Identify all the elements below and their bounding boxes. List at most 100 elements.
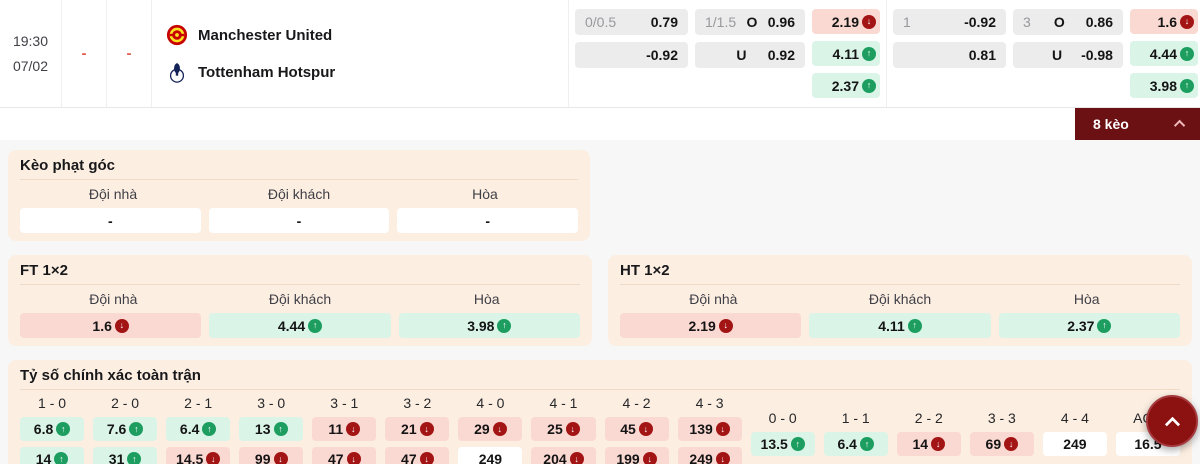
trend-down-icon [638,422,653,436]
score-label: 2 - 0 [111,395,140,411]
score-label: 4 - 4 [1060,410,1089,426]
header-home: Đội nhà [689,291,738,307]
teams-column[interactable]: Manchester United Tottenham Hotspur [152,0,569,107]
score-odds-cell[interactable]: 249 [1042,432,1107,456]
odds-value: 47 [327,451,344,464]
tottenham-crest-icon [169,62,185,83]
odds-cells-row: - - - [20,208,579,233]
handicap-odds-cell[interactable]: 0/0.5 0.79 [575,9,688,35]
odds-value: 6.4 [179,421,200,437]
handicap-odds-cell[interactable]: 1 -0.92 [893,9,1006,35]
ht-1x2-section: HT 1×2 Đội nhà Đội khách Hòa 2.19 4.11 [608,255,1192,346]
score-odds-cell[interactable]: 249 [458,447,523,464]
score-odds-cell[interactable]: 204 [531,447,596,464]
over-odds: 0.86 [1085,14,1113,30]
corner-draw-odds-cell: - [397,208,579,233]
score-odds-cell[interactable]: 21 [385,417,450,441]
trend-down-icon [114,318,129,333]
header-draw: Hòa [472,186,498,202]
1x2-away-odds-cell[interactable]: 4.11 [812,41,880,66]
score-odds-cell[interactable]: 249 [677,447,742,464]
over-odds-cell[interactable]: 1/1.5 O 0.96 [695,9,805,35]
odds-value: 29 [474,421,490,437]
score-label: 0 - 0 [768,410,797,426]
ht-away-odds-cell[interactable]: 4.11 [809,313,991,338]
score-odds-cell[interactable]: 139 [677,417,742,441]
ft-home-odds-cell[interactable]: 1.6 [20,313,202,338]
score-odds-cell[interactable]: 99 [239,447,304,464]
score-column-4-2: 4 - 2 45 199 [604,396,669,464]
trend-down-icon [206,452,221,464]
trend-down-icon [1180,14,1194,29]
odds-value: 249 [689,451,713,464]
under-odds-cell[interactable]: U 0.92 [695,42,805,68]
home-team-row[interactable]: Manchester United [166,24,568,46]
score-odds-cell[interactable]: 11 [312,417,377,441]
score-odds-cell[interactable]: 6.4 [823,432,888,456]
home-score: - [81,45,87,62]
under-odds: 0.92 [767,47,795,63]
score-odds-cell[interactable]: 14 [896,432,961,456]
section-title: Kèo phạt góc [20,155,578,180]
score-odds-cell[interactable]: 69 [969,432,1034,456]
manchester-united-crest-icon [166,24,188,46]
score-odds-cell[interactable]: 199 [604,447,669,464]
section-title: HT 1×2 [620,260,1180,285]
trend-up-icon [127,452,142,464]
1x2-draw-odds-cell[interactable]: 3.98 [1130,73,1198,98]
match-row: 19:30 07/02 - - Manchester United [0,0,1200,108]
column-headers: Đội nhà Đội khách Hòa [20,186,578,202]
trend-down-icon [862,14,876,29]
score-odds-cell[interactable]: 25 [531,417,596,441]
away-score-cell: - [107,0,152,107]
score-column-3-1: 3 - 1 11 47 [312,396,377,464]
corner-away-odds-cell: - [208,208,390,233]
handicap-odds: 0.79 [650,14,678,30]
scroll-to-top-button[interactable] [1146,395,1198,447]
collapse-odds-button[interactable]: 8 kèo [1075,108,1200,140]
score-odds-cell[interactable]: 13 [239,417,304,441]
score-odds-cell[interactable]: 45 [604,417,669,441]
handicap-odds-cell[interactable]: -0.92 [575,42,688,68]
score-odds-cell[interactable]: 13.5 [750,432,815,456]
ft-draw-odds-cell[interactable]: 3.98 [398,313,580,338]
trend-down-icon [565,422,580,436]
over-odds-cell[interactable]: 3 O 0.86 [1013,9,1123,35]
one-x-two-column: 2.19 4.11 2.37 [812,9,880,98]
handicap-odds-cell[interactable]: 0.81 [893,42,1006,68]
score-odds-cell[interactable]: 6.4 [166,417,231,441]
ft-away-odds-cell[interactable]: 4.44 [209,313,391,338]
score-column-4-0: 4 - 0 29 249 [458,396,523,464]
odds-cells-row: 1.6 4.44 3.98 [20,313,580,338]
under-odds-cell[interactable]: U -0.98 [1013,42,1123,68]
score-odds-cell[interactable]: 14.5 [166,447,231,464]
score-odds-cell[interactable]: 6.8 [20,417,85,441]
score-column-2-1: 2 - 1 6.4 14.5 [166,396,231,464]
score-odds-cell[interactable]: 7.6 [93,417,158,441]
trend-down-icon [1004,437,1019,451]
ht-home-odds-cell[interactable]: 2.19 [620,313,802,338]
1x2-draw-odds-cell[interactable]: 2.37 [812,73,880,98]
score-label: 2 - 2 [914,410,943,426]
score-odds-cell[interactable]: 14 [20,447,85,464]
score-label: 3 - 0 [257,395,286,411]
score-odds-cell[interactable]: 47 [312,447,377,464]
score-odds-cell[interactable]: 29 [458,417,523,441]
1x2-home-odds-cell[interactable]: 1.6 [1130,9,1198,34]
score-odds-cell[interactable]: 31 [93,447,158,464]
header-away: Đội khách [268,291,332,307]
score-label: 4 - 1 [549,395,578,411]
odds-value: 204 [543,451,567,464]
under-odds: -0.98 [1081,47,1113,63]
score-column-2-0: 2 - 0 7.6 31 [93,395,158,464]
1x2-away-odds-cell[interactable]: 4.44 [1130,41,1198,66]
ht-draw-odds-cell[interactable]: 2.37 [998,313,1180,338]
chevron-up-icon [1164,416,1180,432]
trend-down-icon [718,318,733,333]
ft-ht-panels-row: FT 1×2 Đội nhà Đội khách Hòa 1.6 4.44 [8,255,1192,346]
odds-value: 2.19 [831,13,859,30]
odds-value: 2.37 [831,77,859,94]
1x2-home-odds-cell[interactable]: 2.19 [812,9,880,34]
away-team-row[interactable]: Tottenham Hotspur [166,61,568,83]
score-odds-cell[interactable]: 47 [385,447,450,464]
